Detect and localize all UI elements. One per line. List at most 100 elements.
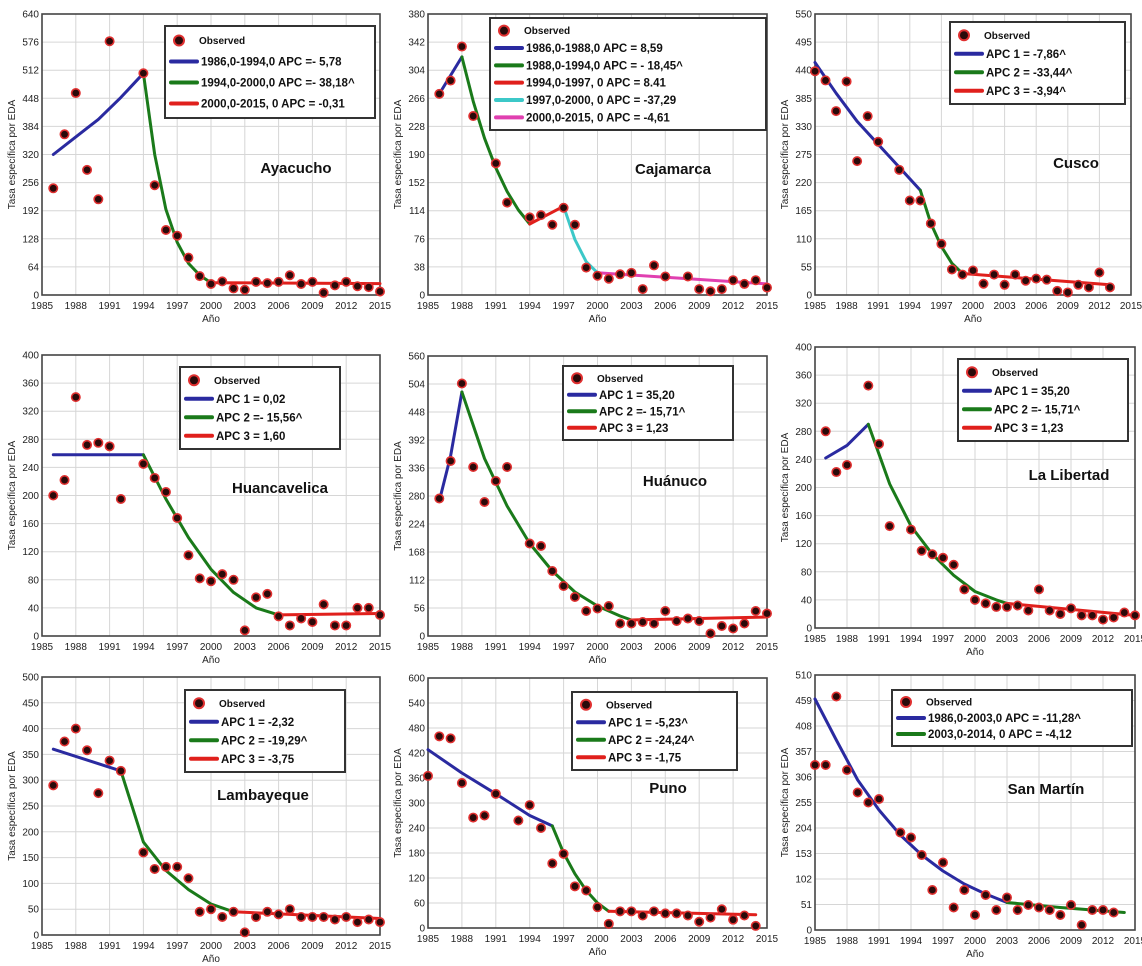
observed-point xyxy=(352,602,363,613)
observed-point xyxy=(70,392,81,403)
x-tick-label: 1988 xyxy=(836,634,859,645)
y-tick-label: 560 xyxy=(408,352,425,363)
observed-point xyxy=(1010,269,1021,280)
x-tick-label: 2006 xyxy=(267,941,290,952)
y-tick-label: 200 xyxy=(795,483,812,494)
x-tick-label: 1988 xyxy=(65,642,88,653)
observed-point xyxy=(217,911,228,922)
observed-point xyxy=(307,911,318,922)
observed-point xyxy=(841,764,852,775)
observed-point xyxy=(999,279,1010,290)
y-tick-label: 80 xyxy=(28,575,40,586)
observed-point xyxy=(705,628,716,639)
observed-point xyxy=(251,911,262,922)
observed-point xyxy=(905,832,916,843)
y-tick-label: 408 xyxy=(795,722,812,733)
observed-point xyxy=(524,538,535,549)
x-tick-label: 2006 xyxy=(654,301,677,312)
y-tick-label: 495 xyxy=(795,38,812,49)
legend-observed-marker xyxy=(900,696,912,708)
observed-point xyxy=(217,276,228,287)
observed-point xyxy=(434,731,445,742)
y-tick-label: 160 xyxy=(22,519,39,530)
observed-point xyxy=(479,810,490,821)
chart-title: Cusco xyxy=(1053,155,1099,172)
x-tick-label: 2000 xyxy=(964,936,987,947)
y-tick-label: 459 xyxy=(795,696,812,707)
observed-point xyxy=(1076,919,1087,930)
x-axis-label: Año xyxy=(966,949,984,960)
y-tick-label: 102 xyxy=(795,875,812,886)
observed-point xyxy=(468,461,479,472)
y-axis-label: Tasa específica por EDA xyxy=(780,747,791,857)
observed-point xyxy=(535,822,546,833)
chart-panel: 0 50 100 150 200 250 300 350 400 450 500 1985 1988 19… xyxy=(7,673,392,966)
observed-point xyxy=(648,618,659,629)
x-tick-label: 2009 xyxy=(1057,301,1080,312)
observed-point xyxy=(750,920,761,931)
observed-point xyxy=(925,218,936,229)
observed-point xyxy=(841,76,852,87)
observed-point xyxy=(206,279,217,290)
observed-point xyxy=(1012,600,1023,611)
fit-line xyxy=(866,422,1009,605)
y-tick-label: 300 xyxy=(22,776,39,787)
observed-point xyxy=(761,282,772,293)
x-tick-label: 2009 xyxy=(301,941,324,952)
observed-point xyxy=(468,111,479,122)
legend-series-label: 1986,0-2003,0 APC = -11,28^ xyxy=(928,713,1081,725)
observed-point xyxy=(318,599,329,610)
observed-point xyxy=(502,197,513,208)
observed-point xyxy=(59,129,70,140)
observed-point xyxy=(513,815,524,826)
observed-point xyxy=(831,691,842,702)
legend-series-label: APC 2 = -19,29^ xyxy=(221,735,308,747)
observed-point xyxy=(637,616,648,627)
observed-point xyxy=(206,576,217,587)
observed-point xyxy=(948,902,959,913)
x-axis-label: Año xyxy=(589,947,607,958)
legend-series-label: APC 1 = -7,86^ xyxy=(986,49,1066,61)
observed-point xyxy=(682,271,693,282)
chart-title: Ayacucho xyxy=(260,160,331,177)
x-tick-label: 2009 xyxy=(688,642,711,653)
observed-point xyxy=(93,194,104,205)
y-tick-label: 168 xyxy=(408,548,425,559)
observed-point xyxy=(946,264,957,275)
y-tick-label: 250 xyxy=(22,802,39,813)
observed-point xyxy=(59,736,70,747)
observed-point xyxy=(456,777,467,788)
observed-point xyxy=(739,618,750,629)
x-tick-label: 1991 xyxy=(98,642,121,653)
y-tick-label: 540 xyxy=(408,699,425,710)
observed-point xyxy=(284,904,295,915)
observed-point xyxy=(915,195,926,206)
chart-title: Puno xyxy=(649,780,687,797)
x-tick-label: 1997 xyxy=(932,936,955,947)
legend-series-label: 1994,0-2000,0 APC =- 38,18^ xyxy=(201,78,355,90)
observed-point xyxy=(1076,610,1087,621)
x-tick-label: 1988 xyxy=(65,941,88,952)
observed-point xyxy=(626,267,637,278)
y-axis-label: Tasa específica por EDA xyxy=(393,99,404,209)
x-tick-label: 2000 xyxy=(200,301,223,312)
observed-point xyxy=(1130,610,1141,621)
observed-point xyxy=(1108,612,1119,623)
x-tick-label: 2003 xyxy=(620,301,643,312)
observed-point xyxy=(1087,904,1098,915)
x-tick-label: 1988 xyxy=(65,301,88,312)
observed-point xyxy=(296,911,307,922)
legend-series-label: 2003,0-2014, 0 APC = -4,12 xyxy=(928,729,1072,741)
x-tick-label: 2015 xyxy=(369,642,392,653)
x-tick-label: 2003 xyxy=(234,642,257,653)
y-tick-label: 275 xyxy=(795,150,812,161)
y-tick-label: 60 xyxy=(414,899,426,910)
observed-point xyxy=(705,286,716,297)
observed-point xyxy=(468,812,479,823)
x-tick-label: 1991 xyxy=(868,936,891,947)
chart-title: Huancavelica xyxy=(232,480,329,497)
observed-point xyxy=(374,609,385,620)
observed-point xyxy=(149,472,160,483)
x-tick-label: 1985 xyxy=(417,934,440,945)
